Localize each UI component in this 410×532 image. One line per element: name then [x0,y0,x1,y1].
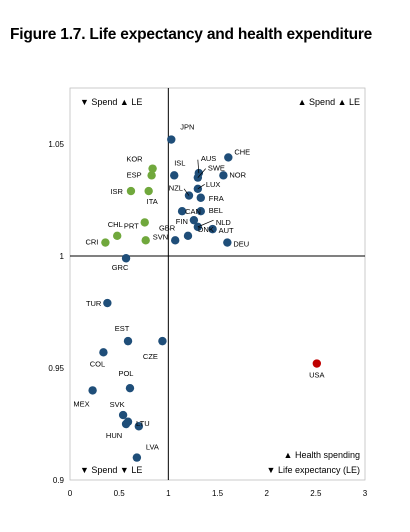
point-label: GRC [112,263,129,272]
point-label: NLD [216,218,232,227]
data-point [99,348,108,357]
quadrant-label-top-right: ▲ Spend ▲ LE [298,97,360,107]
point-label: CHL [108,220,123,229]
data-point [141,236,150,245]
x-tick-label: 1.5 [212,489,224,498]
data-point [103,298,112,308]
point-label: COL [90,359,105,368]
x-tick-label: 2 [264,489,269,498]
point-label: CZE [143,352,158,361]
point-label: CHE [234,147,250,156]
x-tick-label: 3 [363,489,368,498]
point-label: ITA [147,197,158,206]
leader-line [197,184,205,190]
point-label: ESP [127,170,142,179]
point-label: MEX [73,399,89,408]
data-point [189,215,199,225]
data-point [121,254,131,263]
plot-area [69,87,366,481]
quadrant-label-bottom-left: ▼ Spend ▼ LE [80,465,142,475]
point-label: SVN [153,232,168,241]
point-label: POL [118,369,133,378]
point-label: DEU [233,240,249,249]
legend-entry: ▲ Health spending [284,450,360,460]
point-label: ISR [110,187,123,196]
point-label: NZL [169,184,183,193]
point-label: SWE [208,164,225,173]
y-tick-label: 0.95 [48,364,64,373]
data-point [101,238,110,247]
point-label: CRI [85,238,98,247]
point-label: EST [115,324,130,333]
data-point [144,186,153,196]
data-point [118,410,128,420]
data-point [158,336,167,346]
point-label: AUT [219,226,234,235]
point-label: AUS [201,154,216,163]
data-point [196,207,205,216]
x-tick-label: 0.5 [114,489,126,498]
y-tick-label: 1.05 [48,140,64,149]
figure-title: Figure 1.7. Life expectancy and health e… [10,26,373,43]
data-point [147,171,156,180]
data-point [148,164,157,173]
point-label: BEL [209,206,223,215]
point-label: HUN [106,431,122,440]
point-label: KOR [126,155,143,164]
data-point [224,153,233,162]
data-point [223,238,232,247]
point-label: LTU [136,419,150,428]
point-label: USA [309,371,324,380]
point-label: PRT [124,221,139,230]
data-point [113,231,122,241]
quadrant-label-top-left: ▼ Spend ▲ LE [80,97,142,107]
data-point [121,419,131,429]
point-label: LUX [206,180,221,189]
point-label: SVK [110,400,125,409]
data-point [177,207,187,216]
point-label: JPN [180,123,194,132]
data-point [134,422,144,431]
leader-line [197,159,200,174]
point-label: FIN [176,217,188,226]
point-label: CAN [185,207,201,216]
data-point [183,231,193,241]
data-point [126,186,136,196]
x-tick-label: 0 [68,489,73,498]
legend-entry: ▼ Life expectancy (LE) [267,465,360,475]
x-tick-label: 1 [166,489,171,498]
point-label: NOR [229,170,246,179]
point-label: ISL [174,158,185,167]
leader-line [197,168,206,178]
data-point [132,453,142,462]
y-tick-label: 0.9 [53,476,65,485]
leader-line [183,188,190,196]
data-point [167,135,176,144]
y-tick-label: 1 [60,252,65,261]
data-point [171,236,180,245]
point-label: FRA [209,194,224,203]
data-point [123,336,133,346]
point-label: DNK [198,225,214,234]
data-point [196,193,205,202]
data-point [312,359,322,368]
data-point [125,383,135,393]
data-point [208,224,217,234]
point-label: GBR [159,223,176,232]
point-label: TUR [86,299,102,308]
data-point [88,386,97,395]
x-tick-label: 2.5 [310,489,322,498]
leader-line [197,219,214,228]
data-point [140,218,149,227]
data-point [219,171,228,180]
data-point [170,171,179,180]
point-label: LVA [146,443,159,452]
